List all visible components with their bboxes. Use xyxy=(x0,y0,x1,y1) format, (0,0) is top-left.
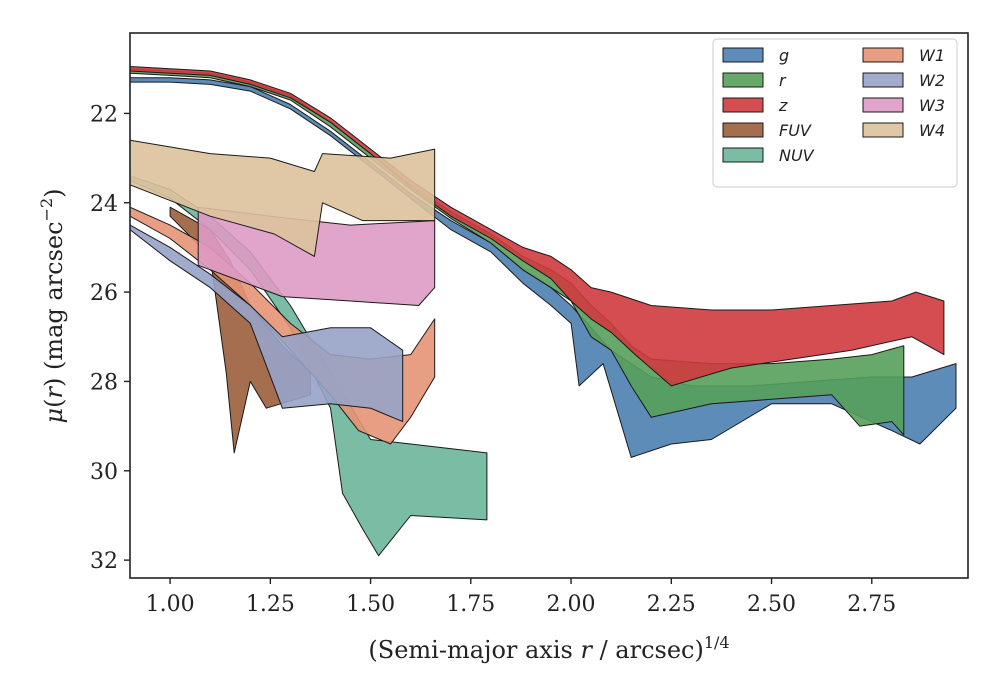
y-tick-label: 22 xyxy=(90,102,118,127)
x-tick-label: 2.25 xyxy=(647,592,696,617)
y-axis-label: μ(r) (mag arcsec−2) xyxy=(37,188,68,423)
legend-swatch-w1 xyxy=(862,47,904,63)
legend-swatch-w4 xyxy=(862,122,904,138)
x-axis: 1.00 1.25 1.50 1.75 2.00 2.25 2.50 2.75 xyxy=(146,578,896,617)
chart-bands xyxy=(130,66,957,557)
legend-label-w4: W4 xyxy=(919,121,945,140)
legend-label-w1: W1 xyxy=(919,46,945,65)
y-tick-label: 26 xyxy=(90,281,118,306)
legend: grz FUV NUV W1 W2 W3 W4 xyxy=(712,38,958,188)
band-w4 xyxy=(130,139,436,257)
y-tick-label: 24 xyxy=(90,192,118,217)
legend-swatch-fuv xyxy=(722,122,764,138)
y-tick-label: 28 xyxy=(90,370,118,395)
legend-label-r: r xyxy=(779,71,787,90)
plot-frame xyxy=(129,32,969,579)
x-tick-label: 1.75 xyxy=(446,592,495,617)
y-tick-label: 30 xyxy=(90,460,118,485)
legend-swatch-w2 xyxy=(862,72,904,88)
x-tick-label: 2.00 xyxy=(547,592,596,617)
band-w2 xyxy=(130,224,404,423)
legend-label-fuv: FUV xyxy=(779,121,812,140)
x-tick-label: 1.25 xyxy=(246,592,295,617)
legend-label-w3: W3 xyxy=(919,96,945,115)
legend-swatch-w3 xyxy=(862,97,904,113)
legend-label-nuv: NUV xyxy=(779,146,815,165)
legend-swatch-r xyxy=(722,72,764,88)
x-tick-label: 2.50 xyxy=(747,592,796,617)
legend-label-w2: W2 xyxy=(919,71,945,90)
x-tick-label: 1.50 xyxy=(346,592,395,617)
legend-swatch-z xyxy=(722,97,764,113)
x-tick-label: 1.00 xyxy=(146,592,195,617)
y-axis: 22 24 26 28 30 32 xyxy=(90,102,130,574)
legend-swatch-g xyxy=(722,47,764,63)
x-axis-label: (Semi-major axis r / arcsec)1/4 xyxy=(368,633,729,664)
legend-label-g: g xyxy=(779,46,789,65)
x-tick-label: 2.75 xyxy=(847,592,896,617)
legend-label-z: z xyxy=(778,96,788,115)
y-tick-label: 32 xyxy=(90,549,118,574)
legend-swatch-nuv xyxy=(722,147,764,163)
